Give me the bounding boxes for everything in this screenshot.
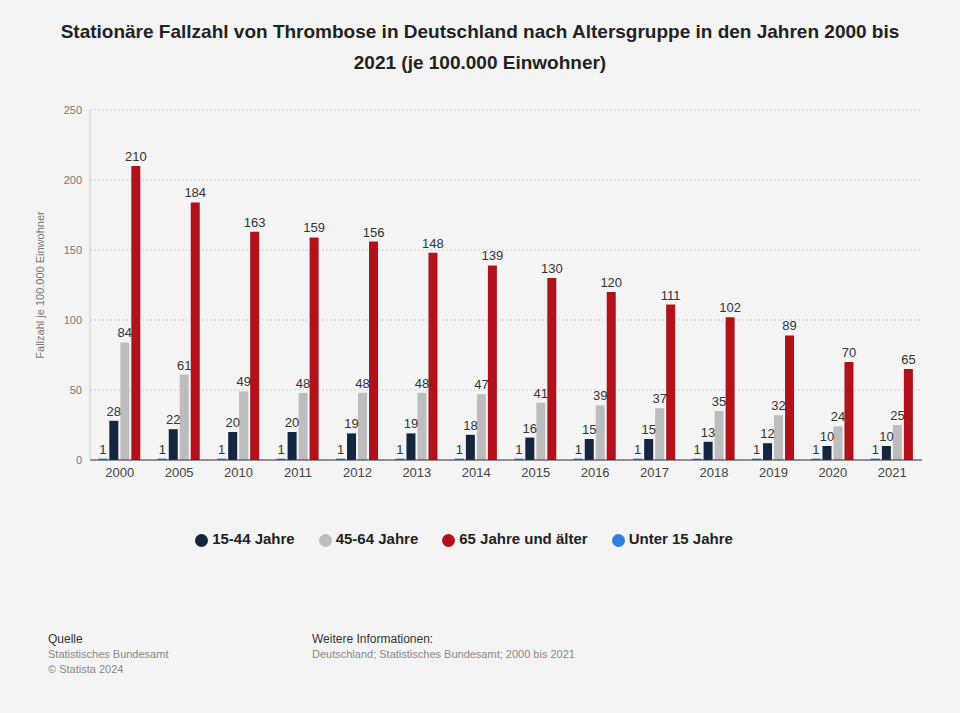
svg-text:2010: 2010 bbox=[224, 465, 253, 480]
svg-text:184: 184 bbox=[184, 185, 206, 200]
svg-text:1: 1 bbox=[456, 442, 463, 457]
svg-text:1: 1 bbox=[872, 442, 879, 457]
svg-text:24: 24 bbox=[831, 409, 845, 424]
svg-text:100: 100 bbox=[64, 314, 82, 326]
svg-text:16: 16 bbox=[523, 421, 537, 436]
html-text:Deutschland; Statistisches Bun: Deutschland; Statistisches Bundesamt; 20… bbox=[312, 648, 575, 660]
svg-text:148: 148 bbox=[422, 236, 444, 251]
svg-text:15: 15 bbox=[641, 422, 655, 437]
svg-text:37: 37 bbox=[652, 391, 666, 406]
svg-text:89: 89 bbox=[782, 318, 796, 333]
svg-text:2020: 2020 bbox=[818, 465, 847, 480]
svg-text:102: 102 bbox=[719, 300, 741, 315]
html-text:Statistisches Bundesamt: Statistisches Bundesamt bbox=[48, 648, 169, 660]
svg-text:250: 250 bbox=[64, 104, 82, 116]
svg-text:2012: 2012 bbox=[343, 465, 372, 480]
svg-text:28: 28 bbox=[107, 404, 121, 419]
svg-text:19: 19 bbox=[404, 416, 418, 431]
svg-text:49: 49 bbox=[236, 374, 250, 389]
svg-text:210: 210 bbox=[125, 149, 147, 164]
svg-text:22: 22 bbox=[166, 412, 180, 427]
svg-text:48: 48 bbox=[415, 376, 429, 391]
svg-text:1: 1 bbox=[634, 442, 641, 457]
svg-text:15: 15 bbox=[582, 422, 596, 437]
svg-text:2019: 2019 bbox=[759, 465, 788, 480]
svg-text:12: 12 bbox=[760, 426, 774, 441]
svg-text:1: 1 bbox=[812, 442, 819, 457]
svg-text:20: 20 bbox=[225, 415, 239, 430]
svg-text:2021: 2021 bbox=[878, 465, 907, 480]
html-text:15-44 Jahre: 15-44 Jahre bbox=[212, 530, 295, 547]
svg-text:2011: 2011 bbox=[284, 465, 312, 480]
svg-text:1: 1 bbox=[575, 442, 582, 457]
svg-text:10: 10 bbox=[820, 429, 834, 444]
svg-text:111: 111 bbox=[661, 288, 681, 303]
svg-text:1: 1 bbox=[159, 442, 166, 457]
svg-text:150: 150 bbox=[64, 244, 82, 256]
svg-text:Fallzahl je 100.000 Einwohner: Fallzahl je 100.000 Einwohner bbox=[34, 211, 46, 359]
svg-text:120: 120 bbox=[600, 275, 622, 290]
svg-text:139: 139 bbox=[482, 248, 504, 263]
svg-text:84: 84 bbox=[118, 325, 132, 340]
svg-text:1: 1 bbox=[753, 442, 760, 457]
svg-text:156: 156 bbox=[363, 225, 385, 240]
svg-text:2000: 2000 bbox=[105, 465, 134, 480]
svg-text:70: 70 bbox=[842, 345, 856, 360]
html-text:45-64 Jahre: 45-64 Jahre bbox=[335, 530, 419, 547]
svg-text:65: 65 bbox=[901, 352, 915, 367]
svg-text:1: 1 bbox=[396, 442, 403, 457]
svg-text:32: 32 bbox=[771, 398, 785, 413]
svg-text:1: 1 bbox=[277, 442, 284, 457]
svg-text:35: 35 bbox=[712, 394, 726, 409]
svg-text:1: 1 bbox=[693, 442, 700, 457]
svg-text:18: 18 bbox=[463, 418, 477, 433]
svg-text:47: 47 bbox=[474, 377, 488, 392]
svg-text:163: 163 bbox=[244, 215, 266, 230]
svg-text:41: 41 bbox=[534, 386, 548, 401]
html-text:65 Jahre und älter: 65 Jahre und älter bbox=[459, 530, 588, 547]
svg-text:200: 200 bbox=[64, 174, 82, 186]
svg-text:20: 20 bbox=[285, 415, 299, 430]
svg-text:1: 1 bbox=[218, 442, 225, 457]
svg-text:2015: 2015 bbox=[521, 465, 550, 480]
html-text:Quelle: Quelle bbox=[48, 632, 83, 646]
svg-text:2005: 2005 bbox=[165, 465, 194, 480]
svg-text:39: 39 bbox=[593, 388, 607, 403]
svg-text:25: 25 bbox=[890, 408, 904, 423]
html-text:Unter 15 Jahre: Unter 15 Jahre bbox=[628, 530, 733, 547]
html-text:Stationäre Fallzahl von Thromb: Stationäre Fallzahl von Thrombose in Deu… bbox=[60, 21, 900, 73]
svg-text:2018: 2018 bbox=[700, 465, 729, 480]
svg-text:2014: 2014 bbox=[462, 465, 491, 480]
svg-text:48: 48 bbox=[296, 376, 310, 391]
svg-text:2017: 2017 bbox=[640, 465, 669, 480]
svg-text:1: 1 bbox=[99, 442, 106, 457]
svg-text:2013: 2013 bbox=[402, 465, 431, 480]
html-text:Weitere Informationen:: Weitere Informationen: bbox=[312, 632, 434, 646]
svg-text:1: 1 bbox=[337, 442, 344, 457]
svg-text:13: 13 bbox=[701, 425, 715, 440]
svg-text:19: 19 bbox=[344, 416, 358, 431]
html-text:© Statista 2024: © Statista 2024 bbox=[48, 663, 124, 675]
svg-text:61: 61 bbox=[177, 358, 191, 373]
svg-text:0: 0 bbox=[76, 454, 82, 466]
svg-text:130: 130 bbox=[541, 261, 563, 276]
svg-text:159: 159 bbox=[303, 220, 325, 235]
svg-text:48: 48 bbox=[355, 376, 369, 391]
svg-text:50: 50 bbox=[70, 384, 82, 396]
svg-text:1: 1 bbox=[515, 442, 522, 457]
svg-text:10: 10 bbox=[879, 429, 893, 444]
svg-text:2016: 2016 bbox=[581, 465, 610, 480]
